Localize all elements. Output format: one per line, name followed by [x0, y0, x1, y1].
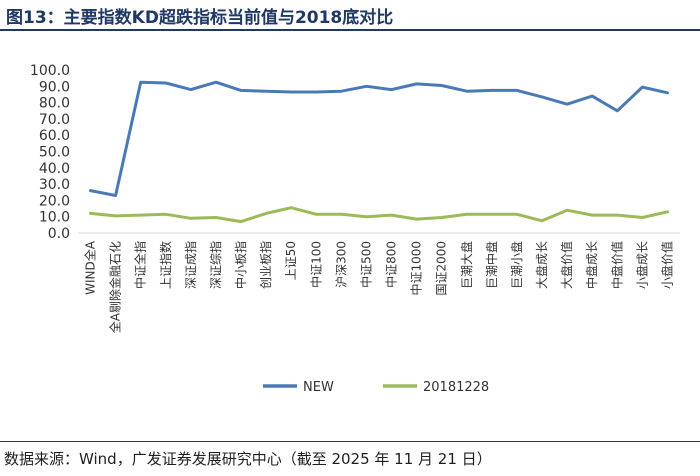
x-tick-label: 中证1000: [409, 241, 424, 296]
x-tick-label: 大盘价值: [559, 241, 574, 289]
y-tick-label: 80.0: [39, 96, 70, 112]
legend-label-1: 20181228: [423, 380, 489, 395]
x-tick-label: 中小板指: [233, 241, 248, 289]
x-tick-label: 中证全指: [133, 241, 148, 289]
x-tick-label: 上证50: [284, 241, 298, 280]
y-tick-label: 40.0: [39, 161, 70, 177]
x-tick-label: 国证2000: [435, 241, 449, 296]
y-tick-label: 50.0: [39, 145, 70, 161]
x-tick-label: 巨潮大盘: [459, 241, 474, 289]
x-tick-label: 巨潮中盘: [484, 241, 499, 289]
y-tick-label: 100.0: [30, 63, 70, 79]
y-tick-label: 60.0: [39, 128, 70, 144]
x-tick-label: 沪深300: [334, 241, 348, 288]
x-tick-label: 中证800: [384, 241, 399, 288]
source-divider: [0, 441, 700, 442]
legend-label-0: NEW: [303, 380, 334, 395]
line-chart: 0.010.020.030.040.050.060.070.080.090.01…: [30, 63, 680, 395]
x-tick-label: 小盘价值: [659, 241, 674, 289]
x-tick-label: 大盘成长: [534, 241, 549, 289]
x-tick-label: 全A剔除金融石化: [108, 241, 123, 333]
y-axis: 0.010.020.030.040.050.060.070.080.090.01…: [30, 63, 70, 242]
chart-title: 图13：主要指数KD超跌指标当前值与2018底对比: [6, 8, 394, 28]
x-tick-label: 创业板指: [258, 241, 273, 289]
y-tick-label: 30.0: [39, 177, 70, 193]
x-tick-label: 深证成指: [183, 241, 198, 289]
x-tick-label: 中证100: [308, 241, 323, 288]
y-tick-label: 10.0: [39, 210, 70, 226]
legend: NEW 20181228: [263, 380, 489, 395]
x-tick-label: 巨潮小盘: [509, 241, 524, 289]
x-tick-label: 中盘价值: [609, 241, 624, 289]
x-tick-label: WIND全A: [83, 240, 98, 295]
series-line-1: [89, 206, 669, 224]
y-tick-label: 70.0: [39, 112, 70, 128]
x-tick-label: 中盘成长: [584, 241, 599, 289]
title-divider: [0, 29, 700, 31]
x-axis: WIND全A 全A剔除金融石化 中证全指 上证指数 深证成指 深证综指 中小板指 创业板指 上证…: [83, 240, 675, 333]
series-line-0: [89, 80, 669, 197]
source-note: 数据来源：Wind，广发证券发展研究中心（截至 2025 年 11 月 21 日…: [4, 450, 492, 468]
x-tick-label: 上证指数: [158, 241, 173, 289]
x-tick-label: 小盘成长: [634, 241, 649, 289]
series-lines: [89, 80, 669, 224]
x-tick-label: 中证500: [358, 241, 373, 288]
y-tick-label: 90.0: [39, 79, 70, 95]
x-tick-label: 深证综指: [208, 241, 223, 289]
y-tick-label: 20.0: [39, 193, 70, 209]
y-tick-label: 0.0: [48, 226, 70, 242]
